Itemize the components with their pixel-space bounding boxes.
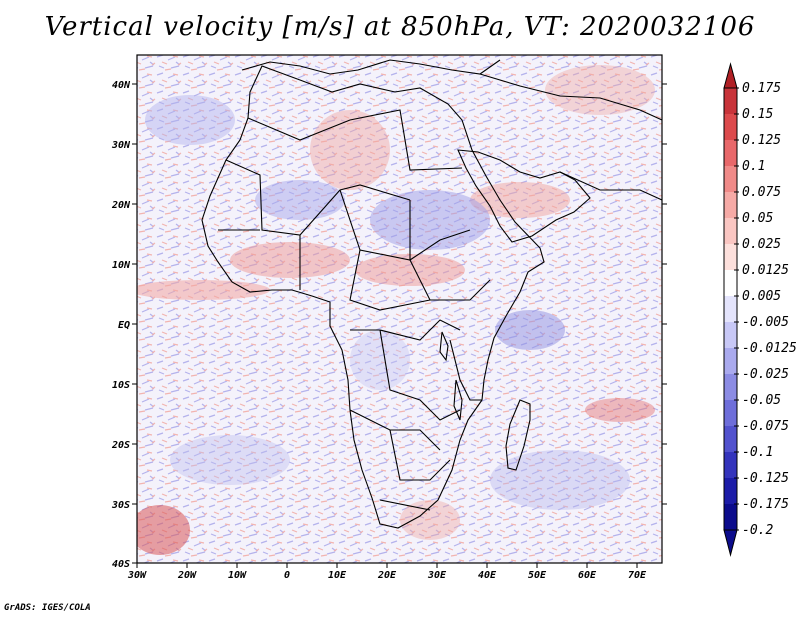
colorbar-label: 0.075 — [742, 185, 781, 200]
lon-tick-label: 70E — [628, 570, 647, 581]
colorbar-swatch — [724, 426, 737, 452]
lat-tick-label: EQ — [118, 320, 130, 331]
colorbar-swatch — [724, 452, 737, 478]
colorbar-label: 0.175 — [742, 81, 781, 96]
colorbar-label: 0.05 — [742, 211, 773, 226]
lon-tick-label: 60E — [578, 570, 597, 581]
chart-title: Vertical velocity [m/s] at 850hPa, VT: 2… — [44, 12, 756, 42]
colorbar-top-arrow — [723, 62, 738, 89]
lat-tick-label: 20S — [111, 440, 130, 451]
colorbar-swatch — [724, 374, 737, 400]
lon-tick-label: 30W — [127, 570, 147, 581]
colorbar-swatch — [724, 296, 737, 322]
colorbar-swatch — [724, 270, 737, 296]
lon-tick-label: 20E — [377, 570, 397, 581]
colorbar-swatch — [724, 322, 737, 348]
lon-tick-label: 30E — [427, 570, 447, 581]
colorbar-swatch — [724, 114, 737, 140]
colorbar-label: -0.0125 — [742, 341, 797, 356]
lon-tick-label: 10W — [228, 570, 247, 581]
colorbar-label: -0.125 — [742, 471, 789, 486]
credit-text: GrADS: IGES/COLA — [4, 603, 91, 613]
colorbar-swatch — [724, 88, 737, 114]
colorbar-label: -0.1 — [742, 445, 773, 460]
lat-axis: 40N 30N 20N 10N EQ 10S 20S 30S 40S — [111, 80, 667, 570]
lon-tick-label: 10E — [328, 570, 347, 581]
colorbar-swatch — [724, 504, 737, 530]
colorbar-label: 0.0125 — [742, 263, 789, 278]
colorbar-label: 0.1 — [742, 159, 765, 174]
colorbar-swatch — [724, 244, 737, 270]
colorbar-swatch — [724, 478, 737, 504]
colorbar-swatch — [724, 166, 737, 192]
colorbar-label: -0.075 — [742, 419, 789, 434]
colorbar-swatch — [724, 348, 737, 374]
colorbar-label: -0.005 — [742, 315, 789, 330]
lat-tick-label: 20N — [111, 200, 131, 211]
plot-frame — [136, 54, 663, 564]
colorbar-label: 0.005 — [742, 289, 781, 304]
lat-tick-label: 10N — [112, 260, 131, 271]
velocity-field — [137, 55, 662, 563]
colorbar-swatch — [724, 192, 737, 218]
lat-tick-label: 30S — [111, 500, 130, 511]
colorbar-label: -0.2 — [742, 523, 773, 538]
colorbar-frame — [723, 87, 738, 531]
lon-tick-label: 20W — [177, 570, 197, 581]
colorbar-label: -0.175 — [742, 497, 789, 512]
coastlines — [201, 59, 662, 529]
colorbar-label: 0.125 — [742, 133, 781, 148]
lat-tick-label: 40N — [112, 80, 131, 91]
lon-tick-label: 50E — [528, 570, 547, 581]
colorbar-swatch — [724, 140, 737, 166]
colorbar-label: -0.025 — [742, 367, 789, 382]
colorbar-swatch — [724, 400, 737, 426]
lat-tick-label: 40S — [112, 559, 130, 570]
colorbar-label: 0.15 — [742, 107, 773, 122]
colorbar-label: 0.025 — [742, 237, 781, 252]
colorbar-swatch — [724, 218, 737, 244]
lat-tick-label: 10S — [112, 380, 130, 391]
colorbar-bottom-arrow — [723, 529, 738, 557]
lat-tick-label: 30N — [111, 140, 131, 151]
lon-tick-label: 0 — [284, 570, 290, 581]
lon-axis: 30W 20W 10W 0 10E 20E 30E 40E 50E 60E 70… — [127, 563, 647, 581]
colorbar: 0.175 0.15 0.125 0.1 0.075 0.05 0.025 0.… — [723, 62, 797, 557]
colorbar-label: -0.05 — [742, 393, 781, 408]
lon-tick-label: 40E — [478, 570, 497, 581]
